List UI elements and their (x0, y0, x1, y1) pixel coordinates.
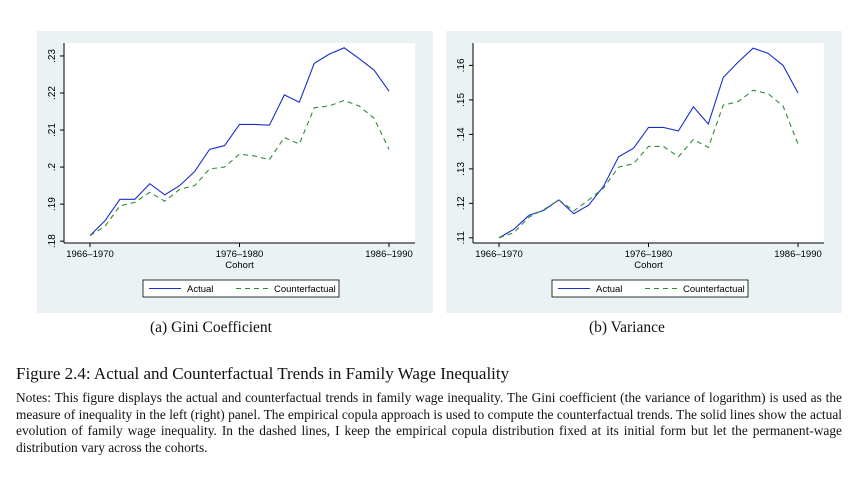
variance-chart: .11 .12 .13 .14 .15 .16 1966–1970 1976–1980 1986… (456, 43, 824, 298)
y-tick-label: .2 (47, 162, 58, 171)
y-tick-label: .22 (47, 86, 58, 100)
plot-area (473, 43, 824, 243)
actual-series-line (498, 47, 799, 239)
figure-notes: Notes: This figure displays the actual a… (16, 390, 842, 455)
chart-panel-gini: .18 .19 .2 .21 .22 .23 1966–1970 1976–1980 1986–… (37, 31, 433, 313)
caption-variance: (b) Variance (589, 319, 665, 336)
x-tick-label: 1976–1980 (625, 249, 673, 260)
y-tick-label: .19 (47, 197, 58, 211)
y-tick-label: .13 (456, 161, 467, 175)
y-tick-label: .14 (456, 127, 467, 141)
legend-label: Actual (187, 284, 213, 295)
y-tick-label: .21 (47, 123, 58, 137)
y-tick-label: .12 (456, 196, 467, 210)
actual-series-line (89, 47, 390, 236)
x-tick-label: 1976–1980 (216, 249, 264, 260)
counterfactual-series-line (498, 89, 799, 239)
gini-chart: .18 .19 .2 .21 .22 .23 1966–1970 1976–1980 1986–… (47, 43, 415, 298)
y-tick-label: .15 (456, 93, 467, 107)
figure-title: Figure 2.4: Actual and Counterfactual Tr… (16, 364, 510, 383)
legend-label: Actual (596, 284, 622, 295)
x-tick-label: 1986–1990 (774, 249, 822, 260)
y-tick-label: .23 (47, 49, 58, 63)
y-tick-label: .16 (456, 58, 467, 72)
y-tick-label: .18 (47, 234, 58, 248)
x-axis-label: Cohort (225, 260, 254, 271)
x-axis-label: Cohort (634, 260, 663, 271)
y-tick-label: .11 (456, 231, 467, 245)
caption-gini: (a) Gini Coefficient (150, 319, 272, 336)
chart-panel-variance: .11 .12 .13 .14 .15 .16 1966–1970 1976–1980 1986… (446, 31, 842, 313)
plot-area (64, 43, 415, 243)
legend-label: Counterfactual (274, 284, 336, 295)
legend-label: Counterfactual (683, 284, 745, 295)
x-tick-label: 1986–1990 (365, 249, 413, 260)
counterfactual-series-line (89, 99, 390, 237)
x-tick-label: 1966–1970 (475, 249, 523, 260)
x-tick-label: 1966–1970 (66, 249, 114, 260)
